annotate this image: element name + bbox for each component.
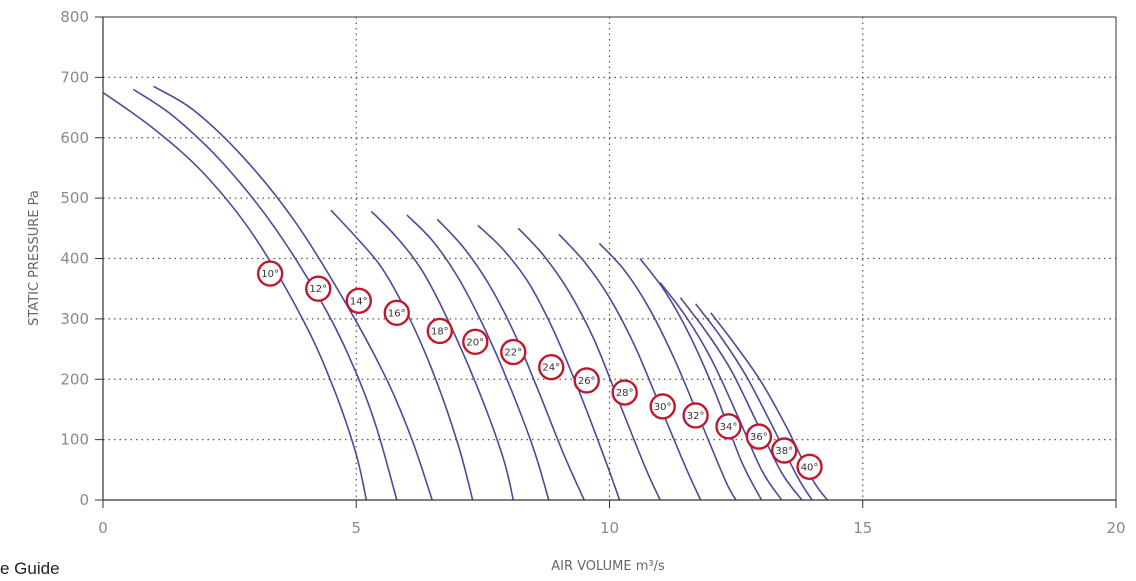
- angle-badge-circle: [538, 353, 565, 381]
- angle-badge-label: 12°: [309, 284, 327, 295]
- fan-curve-line: [477, 224, 621, 501]
- fan-curve-line: [132, 88, 398, 501]
- angle-badge-label: 14°: [350, 296, 368, 307]
- angle-badge-label: 40°: [801, 462, 819, 473]
- y-tick-label: 200: [60, 370, 89, 388]
- angle-badge-label: 28°: [616, 388, 634, 399]
- angle-badge-label: 24°: [542, 363, 560, 374]
- fan-curve-line: [406, 214, 550, 501]
- fan-curve-line: [330, 209, 474, 501]
- angle-badge: 34°: [715, 413, 742, 440]
- fan-curve-line: [694, 303, 813, 501]
- y-tick-label: 100: [60, 431, 89, 449]
- angle-badge-label: 36°: [750, 432, 768, 443]
- angle-badge-circle: [305, 275, 332, 302]
- angle-badge-circle: [796, 453, 823, 480]
- angle-badge: 36°: [745, 423, 773, 450]
- fan-curve-line: [598, 242, 737, 501]
- angle-badge: 28°: [611, 379, 638, 406]
- angle-badge-circle: [715, 413, 742, 440]
- angle-badge-circle: [426, 317, 454, 345]
- angle-badge: 18°: [426, 317, 454, 345]
- fan-curve-line: [659, 282, 783, 501]
- angle-badge: 22°: [500, 338, 527, 366]
- angle-badge: 38°: [771, 437, 798, 464]
- angle-badge: 14°: [345, 287, 372, 314]
- angle-badge: 12°: [305, 275, 332, 302]
- angle-badge: 26°: [573, 367, 600, 394]
- y-tick-label: 700: [60, 68, 89, 86]
- x-axis-title: AIR VOLUME m³/s: [551, 559, 665, 574]
- angle-badge-circle: [611, 379, 638, 406]
- angle-badge-circle: [500, 338, 527, 366]
- angle-badge-circle: [682, 402, 709, 429]
- angle-badge-circle: [256, 260, 284, 287]
- grid-lines: [103, 17, 1116, 500]
- angle-badge-label: 22°: [504, 348, 522, 359]
- angle-badge-circle: [345, 287, 372, 314]
- fan-curve-line: [679, 297, 803, 501]
- angle-badge-label: 34°: [720, 422, 738, 433]
- angle-badge: 10°: [256, 260, 284, 287]
- angle-badge: 30°: [649, 393, 676, 420]
- y-tick-label: 500: [60, 189, 89, 207]
- y-tick-label: 400: [60, 250, 89, 268]
- angle-badge-label: 38°: [775, 446, 793, 457]
- angle-badge-circle: [462, 328, 489, 356]
- tick-labels: 0 100 200 300 400 500 600 700 800 0 5 10 15 20: [60, 8, 1125, 537]
- fan-curve-line: [710, 312, 828, 501]
- angle-badge-circle: [383, 299, 410, 327]
- angle-badge-label: 26°: [578, 376, 596, 387]
- fan-curve-line: [370, 210, 515, 501]
- angle-badge-label: 30°: [654, 402, 672, 413]
- angle-badge-circle: [771, 437, 798, 464]
- fan-curve-line: [558, 233, 702, 501]
- y-tick-label: 600: [60, 129, 89, 147]
- fan-curve-line: [436, 218, 585, 501]
- fan-curve-line: [153, 85, 433, 501]
- footer-text: e Guide: [0, 559, 60, 578]
- angle-badge: 40°: [796, 453, 823, 480]
- angle-badge-label: 32°: [687, 411, 705, 422]
- angle-badge: 32°: [682, 402, 709, 429]
- axes: [95, 16, 1117, 508]
- angle-badge-label: 10°: [261, 269, 279, 280]
- angle-badge: 20°: [462, 328, 489, 356]
- angle-badge-circle: [745, 423, 773, 450]
- angle-badge-circle: [573, 367, 600, 394]
- fan-curves: [102, 85, 828, 501]
- x-tick-label: 20: [1106, 519, 1125, 537]
- angle-badge-label: 16°: [388, 308, 406, 319]
- y-tick-label: 0: [79, 491, 89, 509]
- y-tick-label: 300: [60, 310, 89, 328]
- angle-badge-label: 18°: [431, 326, 449, 337]
- x-tick-label: 10: [600, 519, 619, 537]
- angle-badge-label: 20°: [466, 337, 484, 348]
- y-axis-title: STATIC PRESSURE Pa: [27, 190, 42, 326]
- angle-badge: 16°: [383, 299, 410, 327]
- y-tick-label: 800: [60, 8, 89, 26]
- angle-badge-circle: [649, 393, 676, 420]
- x-tick-label: 15: [853, 519, 872, 537]
- x-tick-label: 5: [351, 519, 361, 537]
- fan-curve-line: [517, 227, 661, 501]
- x-tick-label: 0: [98, 519, 108, 537]
- fan-curve-line: [639, 258, 763, 501]
- angle-badge: 24°: [538, 353, 565, 381]
- angle-labels: 10° 12° 14° 16° 18° 20° 22° 24° 26° 28° 30° 32° 34° 3…: [256, 260, 823, 480]
